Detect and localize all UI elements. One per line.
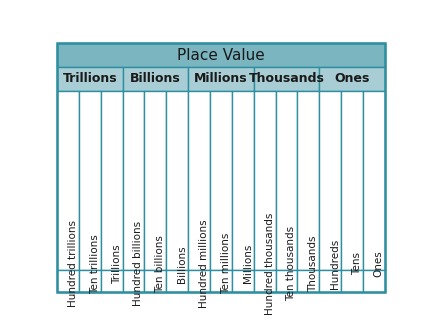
- Text: Hundred millions: Hundred millions: [199, 219, 209, 308]
- Bar: [362, 270, 384, 292]
- Bar: [122, 270, 144, 292]
- Text: Trillions: Trillions: [62, 72, 117, 85]
- Text: Millions: Millions: [194, 72, 247, 85]
- Text: Ten trillions: Ten trillions: [89, 234, 99, 294]
- Bar: [362, 91, 384, 270]
- Text: Hundred trillions: Hundred trillions: [68, 220, 78, 307]
- Bar: [275, 91, 297, 270]
- Bar: [122, 68, 187, 91]
- Bar: [166, 270, 187, 292]
- Text: Millions: Millions: [242, 244, 252, 283]
- Bar: [297, 91, 319, 270]
- Bar: [57, 91, 79, 270]
- Text: Thousands: Thousands: [248, 72, 324, 85]
- Bar: [79, 270, 101, 292]
- Bar: [57, 43, 384, 68]
- Bar: [187, 270, 209, 292]
- Text: Billions: Billions: [130, 72, 180, 85]
- Bar: [253, 91, 275, 270]
- Bar: [57, 270, 79, 292]
- Bar: [209, 91, 231, 270]
- Bar: [187, 91, 209, 270]
- Bar: [319, 270, 340, 292]
- Bar: [253, 270, 275, 292]
- Bar: [209, 270, 231, 292]
- Bar: [340, 270, 362, 292]
- Bar: [340, 91, 362, 270]
- Bar: [319, 91, 340, 270]
- Bar: [187, 68, 253, 91]
- Text: Ones: Ones: [373, 251, 383, 277]
- Bar: [79, 91, 101, 270]
- Text: Hundred thousands: Hundred thousands: [264, 213, 274, 315]
- Bar: [231, 91, 253, 270]
- Text: Ten millions: Ten millions: [221, 233, 230, 295]
- Text: Thousands: Thousands: [307, 236, 318, 292]
- Bar: [319, 68, 384, 91]
- Bar: [144, 91, 166, 270]
- Text: Ten thousands: Ten thousands: [286, 226, 296, 301]
- Text: Tens: Tens: [351, 252, 361, 275]
- Text: Hundred billions: Hundred billions: [133, 221, 143, 307]
- Bar: [57, 68, 122, 91]
- Text: Ten billions: Ten billions: [155, 235, 165, 293]
- Text: Billions: Billions: [177, 245, 187, 283]
- Bar: [101, 91, 122, 270]
- Text: Hundreds: Hundreds: [329, 239, 339, 289]
- Text: Ones: Ones: [334, 72, 369, 85]
- Bar: [122, 91, 144, 270]
- Bar: [275, 270, 297, 292]
- Text: Trillions: Trillions: [111, 244, 121, 284]
- Text: Place Value: Place Value: [177, 48, 264, 63]
- Bar: [231, 270, 253, 292]
- Bar: [166, 91, 187, 270]
- Bar: [297, 270, 319, 292]
- Bar: [101, 270, 122, 292]
- Bar: [144, 270, 166, 292]
- Bar: [253, 68, 319, 91]
